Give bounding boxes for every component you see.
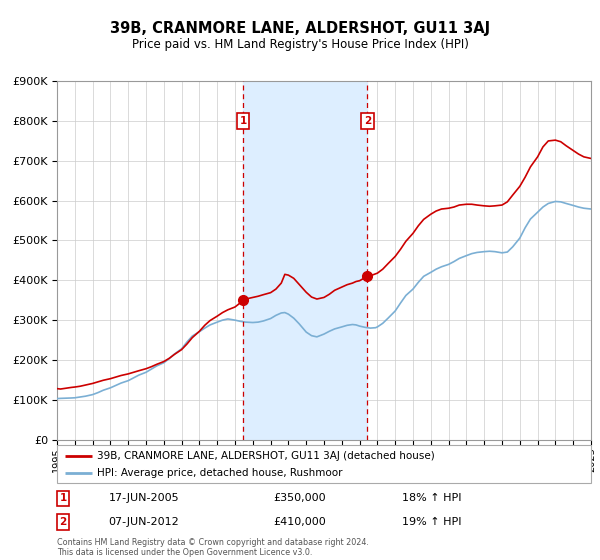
Text: 18% ↑ HPI: 18% ↑ HPI — [402, 493, 462, 503]
Text: 39B, CRANMORE LANE, ALDERSHOT, GU11 3AJ (detached house): 39B, CRANMORE LANE, ALDERSHOT, GU11 3AJ … — [97, 451, 435, 461]
Text: 07-JUN-2012: 07-JUN-2012 — [109, 517, 179, 527]
Text: 1: 1 — [239, 116, 247, 126]
Text: HPI: Average price, detached house, Rushmoor: HPI: Average price, detached house, Rush… — [97, 468, 343, 478]
Bar — [243, 81, 367, 440]
Text: £410,000: £410,000 — [274, 517, 326, 527]
Text: 2: 2 — [59, 517, 67, 527]
Text: 2: 2 — [364, 116, 371, 126]
Text: £350,000: £350,000 — [274, 493, 326, 503]
Text: 39B, CRANMORE LANE, ALDERSHOT, GU11 3AJ: 39B, CRANMORE LANE, ALDERSHOT, GU11 3AJ — [110, 21, 490, 36]
Text: 17-JUN-2005: 17-JUN-2005 — [109, 493, 179, 503]
Text: Contains HM Land Registry data © Crown copyright and database right 2024.
This d: Contains HM Land Registry data © Crown c… — [57, 538, 369, 557]
FancyBboxPatch shape — [57, 445, 591, 483]
Text: 1: 1 — [59, 493, 67, 503]
Text: 19% ↑ HPI: 19% ↑ HPI — [402, 517, 462, 527]
Text: Price paid vs. HM Land Registry's House Price Index (HPI): Price paid vs. HM Land Registry's House … — [131, 38, 469, 50]
